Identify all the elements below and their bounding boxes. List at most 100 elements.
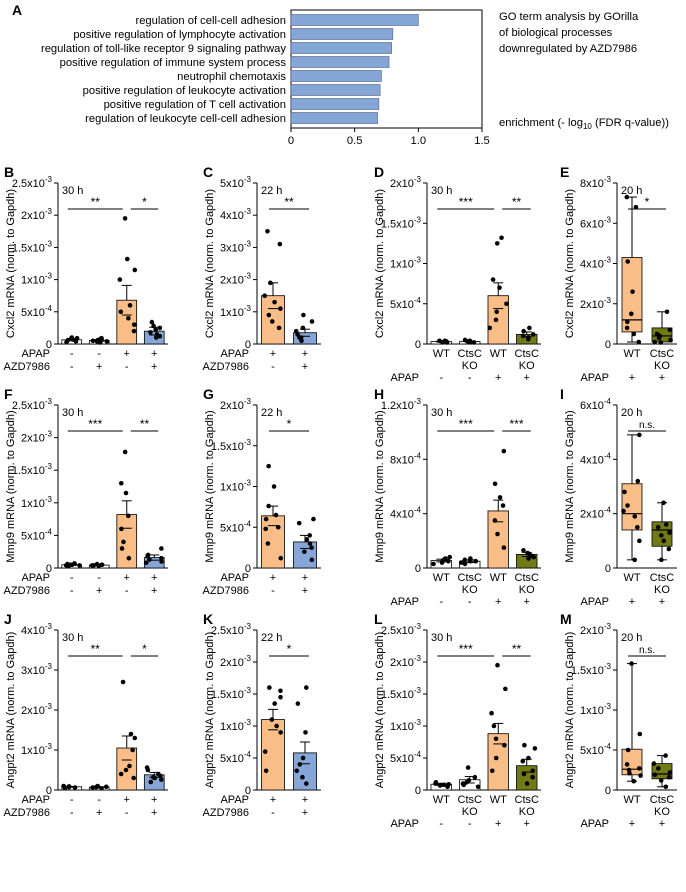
- data-point: [437, 783, 443, 788]
- data-point: [159, 546, 164, 551]
- data-point: [494, 241, 500, 246]
- drug-sign: +: [151, 807, 157, 819]
- data-point: [150, 774, 156, 780]
- y-tick-label: 8x10-3: [580, 175, 612, 190]
- significance-label: n.s.: [639, 420, 655, 431]
- y-tick-label: 5x10-4: [580, 742, 612, 757]
- data-point: [272, 701, 277, 706]
- panel-k: K 0 5x10-4 1x10-3 1.5x10-3 2x10-3 2.5x10-3 22 h…: [203, 611, 321, 819]
- data-point: [263, 768, 269, 774]
- y-tick-label: 4x10-3: [21, 622, 53, 637]
- data-point: [624, 325, 630, 331]
- data-point: [118, 480, 124, 486]
- data-point: [503, 686, 508, 692]
- go-bar: [290, 112, 378, 124]
- genotype-label: WT: [623, 794, 640, 806]
- apap-sign: +: [124, 348, 130, 360]
- data-point: [530, 774, 535, 780]
- apap-sign: -: [97, 572, 101, 584]
- data-point: [522, 742, 527, 748]
- data-point: [278, 306, 283, 311]
- data-point: [521, 771, 527, 777]
- data-point: [462, 337, 468, 343]
- x-tick-label: 0.5: [347, 135, 363, 147]
- data-point: [128, 731, 134, 737]
- data-point: [296, 520, 302, 526]
- box: [621, 483, 643, 531]
- data-point: [73, 339, 79, 344]
- data-point: [530, 768, 536, 774]
- data-point: [131, 322, 137, 327]
- data-point: [624, 194, 630, 200]
- y-tick-label: 0: [245, 339, 251, 351]
- panel-letter: C: [203, 164, 213, 180]
- panel-f: F 0 5x10-4 1x10-3 1.5x10-3 2x10-3 2.5x10-3 30 h…: [4, 386, 168, 597]
- data-point: [157, 325, 163, 331]
- genotype-label: CtsC: [458, 348, 483, 360]
- data-point: [117, 277, 123, 282]
- apap-sign: +: [302, 348, 308, 360]
- drug-sign: -: [70, 361, 74, 373]
- data-point: [489, 710, 494, 716]
- data-point: [278, 688, 283, 694]
- drug-sign: +: [96, 807, 102, 819]
- y-tick-label: 2x10-3: [580, 622, 612, 637]
- significance-label: **: [140, 417, 150, 431]
- go-bar: [290, 56, 390, 68]
- data-point: [277, 241, 283, 247]
- data-point: [148, 779, 154, 785]
- apap-sign: +: [659, 372, 665, 384]
- panel-c: C 0 1x10-3 2x10-3 3x10-3 4x10-3 5x10-3 22 h Cxcl…: [203, 164, 321, 373]
- genotype-label: KO: [654, 806, 670, 818]
- data-point: [441, 782, 446, 788]
- data-point: [526, 755, 531, 761]
- data-point: [90, 785, 95, 790]
- data-point: [467, 339, 472, 344]
- data-point: [663, 522, 669, 527]
- data-point: [309, 545, 314, 550]
- row-label-azd: AZD7986: [4, 585, 50, 597]
- y-axis-label: Mmp9 mRNA (norm. to Gapdh): [374, 410, 386, 562]
- row-label-azd: AZD7986: [203, 585, 249, 597]
- y-tick-label: 1x10-3: [390, 718, 422, 733]
- significance-label: ***: [459, 195, 473, 209]
- drug-sign: -: [271, 585, 275, 597]
- data-point: [269, 319, 275, 324]
- data-point: [263, 516, 269, 522]
- data-point: [118, 771, 124, 777]
- apap-sign: +: [629, 372, 635, 384]
- data-point: [104, 339, 110, 344]
- data-point: [124, 256, 130, 262]
- data-point: [269, 717, 275, 722]
- data-point: [461, 782, 467, 788]
- time-label: 22 h: [261, 632, 282, 644]
- data-point: [495, 662, 500, 668]
- data-point: [265, 541, 271, 546]
- genotype-label: WT: [623, 572, 640, 584]
- data-point: [637, 432, 642, 438]
- data-point: [493, 736, 499, 742]
- significance-label: ***: [459, 642, 473, 656]
- y-tick-label: 1x10-3: [21, 742, 53, 757]
- apap-sign: +: [495, 818, 501, 830]
- panel-letter: K: [203, 611, 213, 627]
- y-tick-label: 6x10-3: [580, 215, 612, 230]
- drug-sign: -: [70, 807, 74, 819]
- y-tick-label: 5x10-4: [220, 519, 252, 534]
- time-label: 30 h: [431, 407, 452, 419]
- data-point: [625, 319, 630, 325]
- data-point: [625, 259, 631, 264]
- panel-g: G 0 5x10-4 1x10-3 1.5x10-3 2x10-3 22 h Mmp9 mRN…: [203, 386, 321, 597]
- y-tick-label: 4x10-3: [580, 256, 612, 271]
- data-point: [298, 335, 304, 340]
- data-point: [262, 293, 267, 299]
- data-point: [638, 773, 643, 778]
- y-tick-label: 2.5x10-3: [381, 622, 422, 637]
- data-point: [655, 524, 661, 530]
- data-point: [309, 319, 315, 324]
- data-point: [433, 780, 439, 785]
- data-point: [468, 556, 473, 561]
- data-point: [91, 563, 97, 568]
- data-point: [666, 774, 672, 780]
- data-point: [625, 747, 631, 753]
